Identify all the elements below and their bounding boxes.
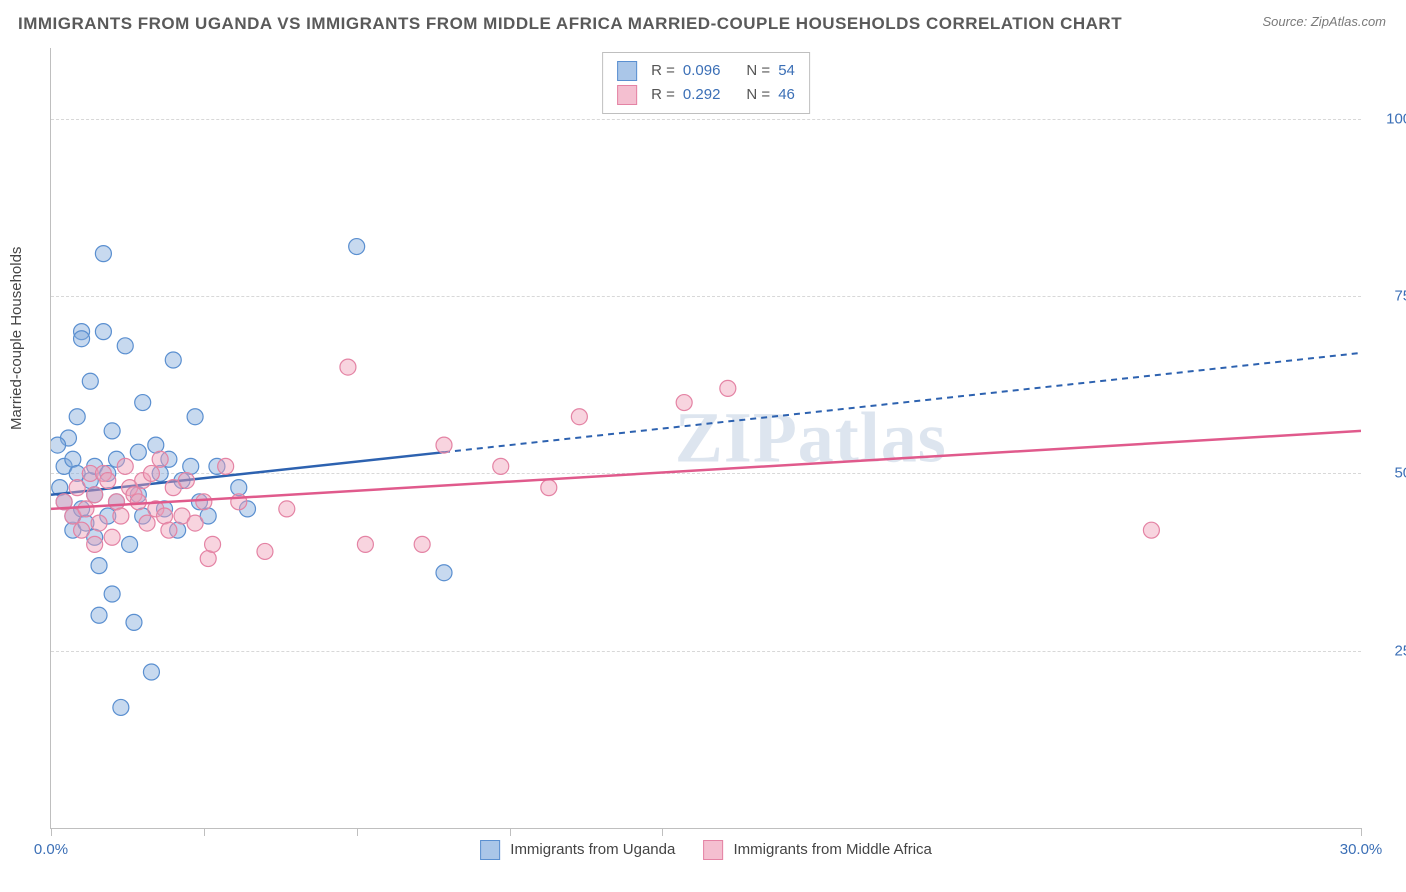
- data-point: [78, 501, 94, 517]
- data-point: [130, 444, 146, 460]
- data-point: [349, 239, 365, 255]
- data-point: [95, 246, 111, 262]
- n-value-middle-africa: 46: [778, 83, 795, 107]
- x-tick: [662, 828, 663, 836]
- legend-row-uganda: R = 0.096 N = 54: [617, 59, 795, 83]
- data-point: [414, 536, 430, 552]
- x-tick: [510, 828, 511, 836]
- data-point: [157, 508, 173, 524]
- y-tick-label: 25.0%: [1367, 642, 1406, 659]
- y-tick-label: 75.0%: [1367, 288, 1406, 305]
- data-point: [148, 437, 164, 453]
- data-point: [165, 352, 181, 368]
- data-point: [91, 515, 107, 531]
- data-point: [69, 409, 85, 425]
- scatter-plot-svg: [51, 48, 1361, 828]
- trend-line: [51, 431, 1361, 509]
- data-point: [51, 437, 66, 453]
- data-point: [117, 458, 133, 474]
- data-point: [143, 664, 159, 680]
- data-point: [69, 480, 85, 496]
- data-point: [91, 607, 107, 623]
- legend-swatch-middle-africa-icon: [703, 840, 723, 860]
- n-label: N =: [746, 83, 770, 107]
- data-point: [139, 515, 155, 531]
- data-point: [91, 558, 107, 574]
- legend-item-middle-africa: Immigrants from Middle Africa: [703, 840, 932, 860]
- series-legend: Immigrants from Uganda Immigrants from M…: [480, 840, 932, 860]
- data-point: [104, 529, 120, 545]
- data-point: [87, 487, 103, 503]
- y-tick-label: 100.0%: [1367, 110, 1406, 127]
- data-point: [218, 458, 234, 474]
- y-axis-label: Married-couple Households: [8, 247, 25, 430]
- data-point: [676, 395, 692, 411]
- data-point: [87, 536, 103, 552]
- x-tick-label: 30.0%: [1340, 841, 1383, 858]
- data-point: [109, 494, 125, 510]
- data-point: [113, 699, 129, 715]
- data-point: [74, 331, 90, 347]
- data-point: [357, 536, 373, 552]
- x-tick: [1361, 828, 1362, 836]
- legend-item-uganda: Immigrants from Uganda: [480, 840, 675, 860]
- data-point: [340, 359, 356, 375]
- legend-label-uganda: Immigrants from Uganda: [510, 841, 675, 858]
- data-point: [126, 614, 142, 630]
- data-point: [257, 543, 273, 559]
- x-tick: [204, 828, 205, 836]
- x-tick: [357, 828, 358, 836]
- r-label: R =: [651, 59, 675, 83]
- data-point: [493, 458, 509, 474]
- data-point: [100, 473, 116, 489]
- legend-label-middle-africa: Immigrants from Middle Africa: [734, 841, 932, 858]
- data-point: [65, 451, 81, 467]
- data-point: [279, 501, 295, 517]
- legend-row-middle-africa: R = 0.292 N = 46: [617, 83, 795, 107]
- data-point: [541, 480, 557, 496]
- data-point: [104, 586, 120, 602]
- y-tick-label: 50.0%: [1367, 465, 1406, 482]
- data-point: [161, 522, 177, 538]
- legend-swatch-middle-africa: [617, 85, 637, 105]
- data-point: [205, 536, 221, 552]
- data-point: [1143, 522, 1159, 538]
- data-point: [130, 494, 146, 510]
- legend-swatch-uganda: [617, 61, 637, 81]
- data-point: [436, 565, 452, 581]
- chart-title: IMMIGRANTS FROM UGANDA VS IMMIGRANTS FRO…: [18, 14, 1122, 34]
- r-label: R =: [651, 83, 675, 107]
- data-point: [178, 473, 194, 489]
- data-point: [436, 437, 452, 453]
- data-point: [183, 458, 199, 474]
- data-point: [720, 380, 736, 396]
- r-value-uganda: 0.096: [683, 59, 721, 83]
- legend-swatch-uganda-icon: [480, 840, 500, 860]
- data-point: [200, 551, 216, 567]
- data-point: [74, 522, 90, 538]
- x-tick-label: 0.0%: [34, 841, 68, 858]
- trend-line-extrapolated: [444, 353, 1361, 452]
- data-point: [196, 494, 212, 510]
- x-tick: [51, 828, 52, 836]
- chart-container: IMMIGRANTS FROM UGANDA VS IMMIGRANTS FRO…: [0, 0, 1406, 892]
- n-value-uganda: 54: [778, 59, 795, 83]
- data-point: [571, 409, 587, 425]
- r-value-middle-africa: 0.292: [683, 83, 721, 107]
- data-point: [187, 409, 203, 425]
- data-point: [143, 465, 159, 481]
- data-point: [82, 373, 98, 389]
- data-point: [104, 423, 120, 439]
- data-point: [122, 536, 138, 552]
- source-label: Source: ZipAtlas.com: [1262, 14, 1386, 29]
- data-point: [152, 451, 168, 467]
- data-point: [135, 395, 151, 411]
- data-point: [117, 338, 133, 354]
- plot-area: ZIPatlas R = 0.096 N = 54 R = 0.292 N = …: [50, 48, 1361, 829]
- data-point: [113, 508, 129, 524]
- correlation-legend: R = 0.096 N = 54 R = 0.292 N = 46: [602, 52, 810, 114]
- data-point: [187, 515, 203, 531]
- n-label: N =: [746, 59, 770, 83]
- data-point: [95, 324, 111, 340]
